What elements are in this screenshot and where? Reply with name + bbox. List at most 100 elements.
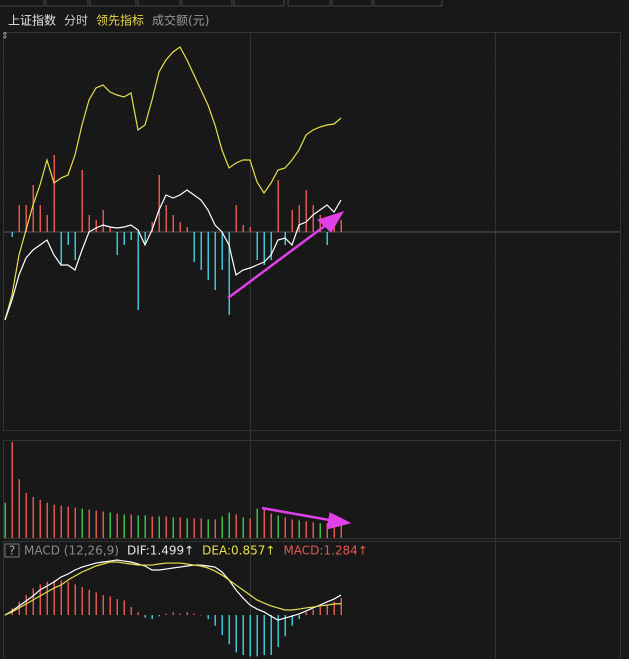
bar (333, 601, 335, 616)
bar (165, 205, 167, 232)
volume-bar (242, 517, 244, 538)
volume-bar (109, 512, 111, 538)
tab[interactable] (373, 0, 443, 7)
bar (32, 588, 34, 616)
volume-bar (130, 514, 132, 538)
bar (60, 232, 62, 265)
bar (242, 225, 244, 232)
bar (228, 232, 230, 315)
volume-bar (18, 479, 20, 538)
bar (186, 612, 188, 616)
tab-bar[interactable] (0, 0, 443, 7)
volume-bar (53, 504, 55, 538)
bar (25, 205, 27, 232)
bar (256, 615, 258, 657)
bar (284, 615, 286, 637)
bar (186, 227, 188, 232)
volume-bar (207, 519, 209, 538)
bar (305, 190, 307, 232)
bar (123, 600, 125, 616)
indicator-name: MACD (12,26,9) (24, 544, 119, 558)
tab[interactable] (137, 0, 181, 7)
bar (291, 615, 293, 626)
bar (109, 596, 111, 616)
bar (228, 615, 230, 645)
volume-bar (81, 508, 83, 538)
bar (200, 232, 202, 270)
bar (39, 584, 41, 616)
bar (305, 612, 307, 616)
bar (116, 599, 118, 616)
volume-bar (172, 517, 174, 538)
line (4, 561, 342, 616)
volume-bar (228, 512, 230, 538)
arrow-head (326, 512, 352, 530)
line (4, 46, 342, 321)
pane-border (3, 541, 621, 659)
bar (319, 215, 321, 232)
volume-bar (270, 513, 272, 538)
bar (340, 597, 342, 616)
bar (193, 613, 195, 616)
volume-bar (25, 492, 27, 538)
tab[interactable] (233, 0, 285, 7)
volume-bar (333, 524, 335, 538)
bar (53, 155, 55, 232)
arrow-line (261, 506, 336, 523)
indicator-tab[interactable]: 成交额(元) (152, 13, 209, 28)
bar (221, 232, 223, 270)
bar (207, 232, 209, 280)
volume-bar (200, 518, 202, 538)
help-box[interactable] (4, 543, 20, 558)
bar (130, 232, 132, 240)
bar (11, 232, 13, 237)
indicator-tab[interactable]: 领先指标 (96, 13, 144, 28)
bar (144, 615, 146, 618)
bar (88, 589, 90, 616)
tab[interactable] (89, 0, 137, 7)
volume-bar (214, 519, 216, 538)
arrow-head (317, 211, 345, 233)
help[interactable]: ? (9, 544, 15, 558)
bar (270, 232, 272, 260)
tab[interactable] (287, 0, 331, 7)
bar (193, 232, 195, 262)
tab[interactable] (0, 0, 45, 7)
volume-bar (74, 507, 76, 538)
bar (249, 227, 251, 232)
bar (242, 615, 244, 656)
volume-bar (123, 514, 125, 538)
bar (235, 615, 237, 653)
tab[interactable] (45, 0, 89, 7)
indicator-value: DIF:1.499↑ (127, 544, 194, 558)
indicator-value: MACD:1.284↑ (283, 544, 367, 558)
bar (326, 604, 328, 616)
bar (312, 205, 314, 232)
bar (165, 613, 167, 616)
volume-bar (193, 518, 195, 538)
bar (109, 227, 111, 232)
line (4, 189, 342, 321)
bar (81, 587, 83, 616)
volume-bar (221, 516, 223, 538)
volume-bar (298, 520, 300, 538)
bar (158, 615, 160, 617)
bar (116, 232, 118, 255)
volume-bar (116, 513, 118, 538)
volume-bar (11, 441, 13, 538)
volume-bar (4, 502, 6, 538)
bar (214, 615, 216, 626)
bar (46, 581, 48, 616)
volume-bar (284, 517, 286, 538)
volume-bar (165, 516, 167, 538)
tab[interactable] (331, 0, 373, 7)
volume-bar (46, 502, 48, 538)
volume-bar (305, 521, 307, 538)
bar (235, 205, 237, 232)
indicator-tab[interactable]: 分时 (64, 14, 88, 28)
bar (151, 615, 153, 620)
bar (263, 232, 265, 265)
tab[interactable] (181, 0, 233, 7)
indicator-tab[interactable]: 上证指数 (8, 13, 56, 28)
